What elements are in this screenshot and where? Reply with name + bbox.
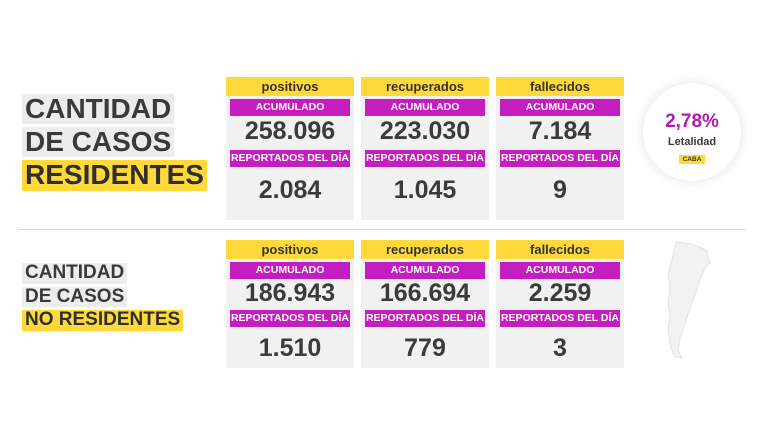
card-header: positivos [226, 77, 354, 96]
acumulado-label: ACUMULADO [500, 99, 620, 116]
acumulado-value: 7.184 [528, 117, 592, 145]
letalidad-tag: CABA [678, 155, 706, 164]
card-header: recuperados [361, 240, 489, 259]
acumulado-label: ACUMULADO [500, 262, 620, 279]
card-header: fallecidos [496, 240, 624, 259]
letalidad-value: 2,78% [665, 111, 719, 132]
title-highlight: NO RESIDENTES [22, 310, 184, 331]
letalidad-badge: 2,78% Letalidad CABA [643, 83, 741, 181]
acumulado-value: 258.096 [244, 117, 336, 145]
title-line: CANTIDAD [22, 93, 175, 125]
card-positivos-residentes: positivos ACUMULADO 258.096 REPORTADOS D… [226, 77, 354, 220]
dia-label: REPORTADOS DEL DÍA [365, 150, 485, 167]
acumulado-value: 166.694 [379, 279, 471, 307]
dia-value: 1.510 [258, 334, 322, 362]
title-highlight: RESIDENTES [22, 160, 207, 191]
title-line: DE CASOS [22, 286, 128, 308]
dia-label: REPORTADOS DEL DÍA [500, 310, 620, 327]
card-recuperados-residentes: recuperados ACUMULADO 223.030 REPORTADOS… [361, 77, 489, 220]
dia-label: REPORTADOS DEL DÍA [230, 150, 350, 167]
section-divider [18, 229, 746, 230]
argentina-map-icon [667, 241, 711, 359]
letalidad-label: Letalidad [667, 136, 717, 148]
card-recuperados-no-residentes: recuperados ACUMULADO 166.694 REPORTADOS… [361, 240, 489, 368]
title-line: DE CASOS [22, 126, 175, 158]
acumulado-label: ACUMULADO [365, 262, 485, 279]
title-line: CANTIDAD [22, 262, 128, 284]
dia-value: 1.045 [393, 176, 457, 204]
acumulado-label: ACUMULADO [365, 99, 485, 116]
dia-value: 9 [553, 176, 567, 204]
card-positivos-no-residentes: positivos ACUMULADO 186.943 REPORTADOS D… [226, 240, 354, 368]
dia-label: REPORTADOS DEL DÍA [500, 150, 620, 167]
card-fallecidos-no-residentes: fallecidos ACUMULADO 2.259 REPORTADOS DE… [496, 240, 624, 368]
card-header: fallecidos [496, 77, 624, 96]
dia-value: 3 [553, 334, 567, 362]
card-fallecidos-residentes: fallecidos ACUMULADO 7.184 REPORTADOS DE… [496, 77, 624, 220]
dia-label: REPORTADOS DEL DÍA [365, 310, 485, 327]
acumulado-value: 223.030 [379, 117, 471, 145]
title-residentes: CANTIDAD DE CASOS RESIDENTES [22, 93, 207, 194]
dia-value: 2.084 [258, 176, 322, 204]
acumulado-value: 2.259 [528, 279, 592, 307]
acumulado-label: ACUMULADO [230, 99, 350, 116]
title-no-residentes: CANTIDAD DE CASOS NO RESIDENTES [22, 262, 184, 334]
card-header: positivos [226, 240, 354, 259]
dia-value: 779 [404, 334, 446, 362]
acumulado-label: ACUMULADO [230, 262, 350, 279]
card-header: recuperados [361, 77, 489, 96]
dia-label: REPORTADOS DEL DÍA [230, 310, 350, 327]
acumulado-value: 186.943 [244, 279, 336, 307]
